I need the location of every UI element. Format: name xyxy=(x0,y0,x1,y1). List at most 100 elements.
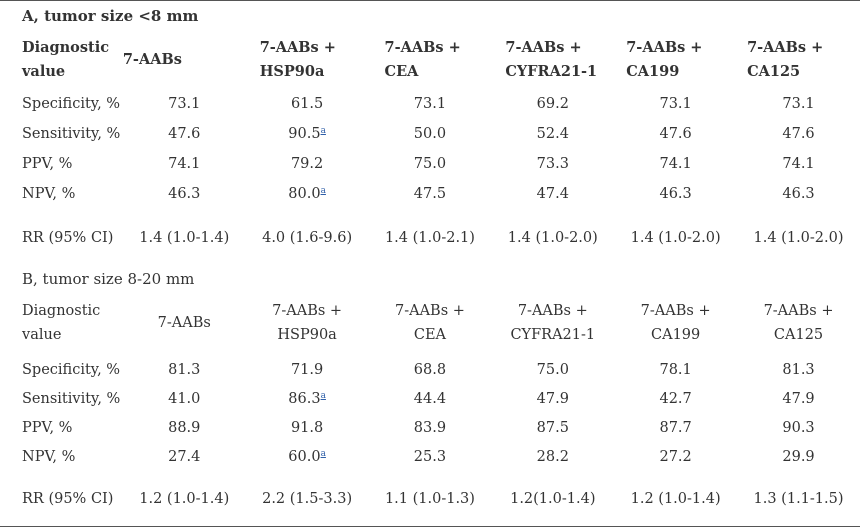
table-row: Specificity, % 81.3 71.9 68.8 75.0 78.1 … xyxy=(0,355,860,384)
section-b-header-row: Diagnostic value 7-AABs 7-AABs + HSP90a … xyxy=(0,291,860,355)
cell: 69.2 xyxy=(536,96,569,112)
section-a-header-row: Diagnostic value 7-AABs 7-AABs + HSP90a … xyxy=(0,31,860,89)
cell: 90.3 xyxy=(782,419,815,436)
cell: 79.2 xyxy=(290,156,324,172)
cell: 91.8 xyxy=(290,419,324,436)
header-cyfra: 7-AABs + CYFRA21-1 xyxy=(505,39,598,80)
header-diagnostic-value: Diagnostic value xyxy=(22,39,110,80)
cell-with-footnote: 90.5a xyxy=(246,119,369,149)
cell: 1.4 (1.0-2.0) xyxy=(507,230,598,246)
cell: 28.2 xyxy=(536,448,569,465)
header-cea: 7-AABs + CEA xyxy=(394,303,465,343)
table-row: NPV, % 27.4 60.0a 25.3 28.2 27.2 29.9 xyxy=(0,442,860,471)
header-ca125: 7-AABs + CA125 xyxy=(763,303,834,343)
cell: 50.0 xyxy=(413,126,447,142)
cell: 42.7 xyxy=(659,390,692,407)
cell: 1.2 (1.0-1.4) xyxy=(614,471,738,527)
cell: 1.1 (1.0-1.3) xyxy=(368,471,492,527)
header-7aabs: 7-AABs xyxy=(157,315,211,331)
section-a-title-row: A, tumor size <8 mm xyxy=(0,0,860,31)
table-row: RR (95% CI) 1.2 (1.0-1.4) 2.2 (1.5-3.3) … xyxy=(0,471,860,527)
header-ca199: 7-AABs + CA199 xyxy=(626,39,703,80)
cell: 75.0 xyxy=(536,361,569,378)
footnote-link[interactable]: a xyxy=(320,390,326,401)
section-b-title: B, tumor size 8-20 mm xyxy=(22,270,195,288)
cell: 75.0 xyxy=(413,156,447,172)
cell: 27.4 xyxy=(168,448,201,465)
cell: 47.6 xyxy=(659,126,692,142)
header-ca125: 7-AABs + CA125 xyxy=(747,39,824,80)
cell: 1.4 (1.0-2.0) xyxy=(630,230,721,246)
row-label: PPV, % xyxy=(22,156,73,172)
row-label: Sensitivity, % xyxy=(22,126,121,142)
cell: 27.2 xyxy=(659,448,692,465)
cell: 83.9 xyxy=(413,419,447,436)
cell: 4.0 (1.6-9.6) xyxy=(262,230,353,246)
table-row: Sensitivity, % 47.6 90.5a 50.0 52.4 47.6… xyxy=(0,119,860,149)
cell-value: 80.0 xyxy=(288,186,321,202)
header-ca199: 7-AABs + CA199 xyxy=(640,303,711,343)
header-hsp90a: 7-AABs + HSP90a xyxy=(272,303,343,343)
cell: 47.6 xyxy=(782,126,815,142)
footnote-link[interactable]: a xyxy=(320,186,326,196)
cell: 2.2 (1.5-3.3) xyxy=(245,471,369,527)
cell: 1.4 (1.0-1.4) xyxy=(139,230,230,246)
section-b-title-row: B, tumor size 8-20 mm xyxy=(0,267,860,291)
cell: 1.3 (1.1-1.5) xyxy=(737,471,860,527)
cell: 87.5 xyxy=(536,419,569,436)
footnote-link[interactable]: a xyxy=(320,448,326,459)
row-label: NPV, % xyxy=(22,448,76,465)
cell: 47.9 xyxy=(536,390,569,407)
cell: 73.1 xyxy=(782,96,815,112)
header-diagnostic-value: Diagnostic value xyxy=(22,303,101,343)
cell: 87.7 xyxy=(659,419,692,436)
cell-with-footnote: 60.0a xyxy=(246,442,369,471)
table-row: Sensitivity, % 41.0 86.3a 44.4 47.9 42.7… xyxy=(0,384,860,413)
table-row: NPV, % 46.3 80.0a 47.5 47.4 46.3 46.3 xyxy=(0,179,860,209)
cell: 71.9 xyxy=(290,361,324,378)
header-cyfra: 7-AABs + CYFRA21-1 xyxy=(510,303,596,343)
table-row: PPV, % 88.9 91.8 83.9 87.5 87.7 90.3 xyxy=(0,413,860,442)
cell: 46.3 xyxy=(782,186,815,202)
cell-value: 60.0 xyxy=(288,448,321,465)
row-label: NPV, % xyxy=(22,186,76,202)
cell: 73.1 xyxy=(168,96,201,112)
table-row: Specificity, % 73.1 61.5 73.1 69.2 73.1 … xyxy=(0,89,860,119)
cell: 61.5 xyxy=(290,96,324,112)
cell-value: 90.5 xyxy=(288,126,321,142)
cell: 47.4 xyxy=(536,186,569,202)
row-label: Sensitivity, % xyxy=(22,390,121,407)
cell: 1.2(1.0-1.4) xyxy=(491,471,615,527)
row-label: RR (95% CI) xyxy=(22,230,114,246)
row-label: Specificity, % xyxy=(22,96,121,112)
cell: 81.3 xyxy=(782,361,815,378)
cell: 41.0 xyxy=(168,390,201,407)
cell: 81.3 xyxy=(168,361,201,378)
cell: 25.3 xyxy=(413,448,447,465)
cell: 73.3 xyxy=(536,156,569,172)
row-label: PPV, % xyxy=(22,419,73,436)
cell-with-footnote: 86.3a xyxy=(246,384,369,413)
cell: 74.1 xyxy=(782,156,815,172)
cell: 73.1 xyxy=(413,96,447,112)
cell: 1.4 (1.0-2.1) xyxy=(384,230,475,246)
cell: 29.9 xyxy=(782,448,815,465)
section-a-title: A, tumor size <8 mm xyxy=(0,0,860,31)
cell: 47.6 xyxy=(168,126,201,142)
cell: 78.1 xyxy=(659,361,692,378)
footnote-link[interactable]: a xyxy=(320,126,326,136)
cell: 74.1 xyxy=(659,156,692,172)
cell-with-footnote: 80.0a xyxy=(246,179,369,209)
cell: 44.4 xyxy=(413,390,447,407)
cell: 68.8 xyxy=(413,361,447,378)
cell: 74.1 xyxy=(168,156,201,172)
cell: 46.3 xyxy=(168,186,201,202)
cell: 52.4 xyxy=(536,126,569,142)
cell: 88.9 xyxy=(168,419,201,436)
cell: 73.1 xyxy=(659,96,692,112)
header-7aabs: 7-AABs xyxy=(122,51,182,68)
cell: 47.9 xyxy=(782,390,815,407)
cell: 46.3 xyxy=(659,186,692,202)
cell: 1.2 (1.0-1.4) xyxy=(122,471,246,527)
header-hsp90a: 7-AABs + HSP90a xyxy=(259,39,336,80)
